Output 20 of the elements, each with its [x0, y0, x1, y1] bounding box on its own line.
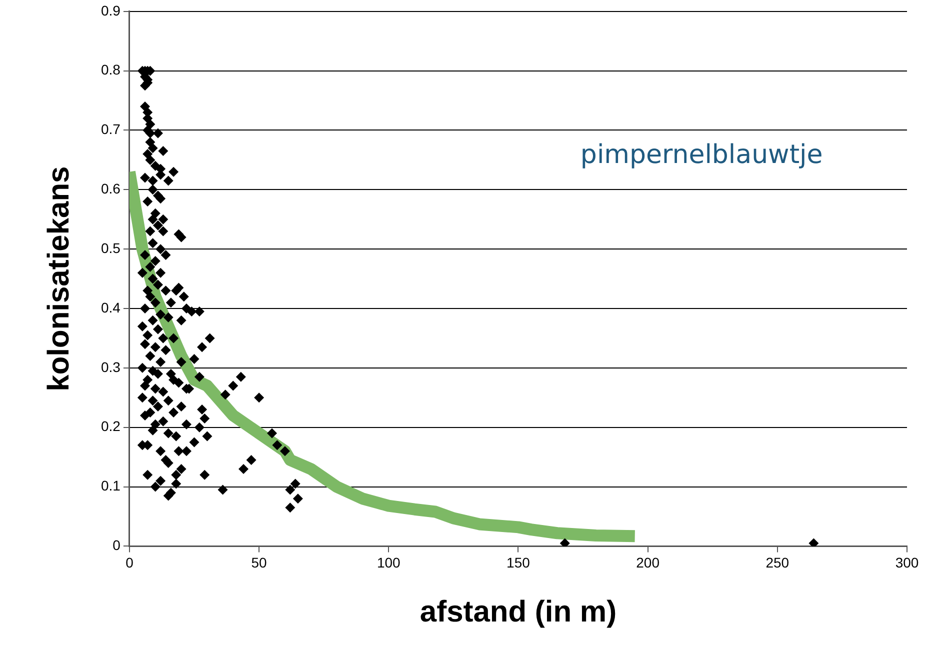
x-tick-label: 250 [766, 554, 790, 570]
x-tick-label: 0 [126, 554, 134, 570]
y-tick-label: 0.6 [100, 180, 121, 197]
x-tick-label: 150 [506, 554, 530, 570]
x-tick-label: 200 [636, 554, 660, 570]
y-tick-label: 0.1 [100, 478, 121, 494]
y-tick-label: 0.4 [100, 299, 121, 316]
x-axis-title: afstand (in m) [420, 595, 617, 628]
y-axis-title: kolonisatiekans [42, 166, 76, 392]
y-tick-label: 0.3 [100, 358, 121, 375]
y-tick-label: 0.9 [100, 2, 121, 18]
y-tick-label: 0.2 [100, 418, 121, 434]
x-tick-label: 50 [251, 554, 268, 570]
y-tick-label: 0 [112, 537, 121, 554]
x-tick-label: 100 [376, 554, 401, 570]
y-tick-label: 0.8 [100, 62, 121, 78]
y-tick-label: 0.5 [100, 240, 121, 256]
x-tick-label: 300 [895, 554, 919, 570]
annotation: pimpernelblauwtje [580, 140, 823, 170]
y-tick-label: 0.7 [100, 121, 121, 138]
